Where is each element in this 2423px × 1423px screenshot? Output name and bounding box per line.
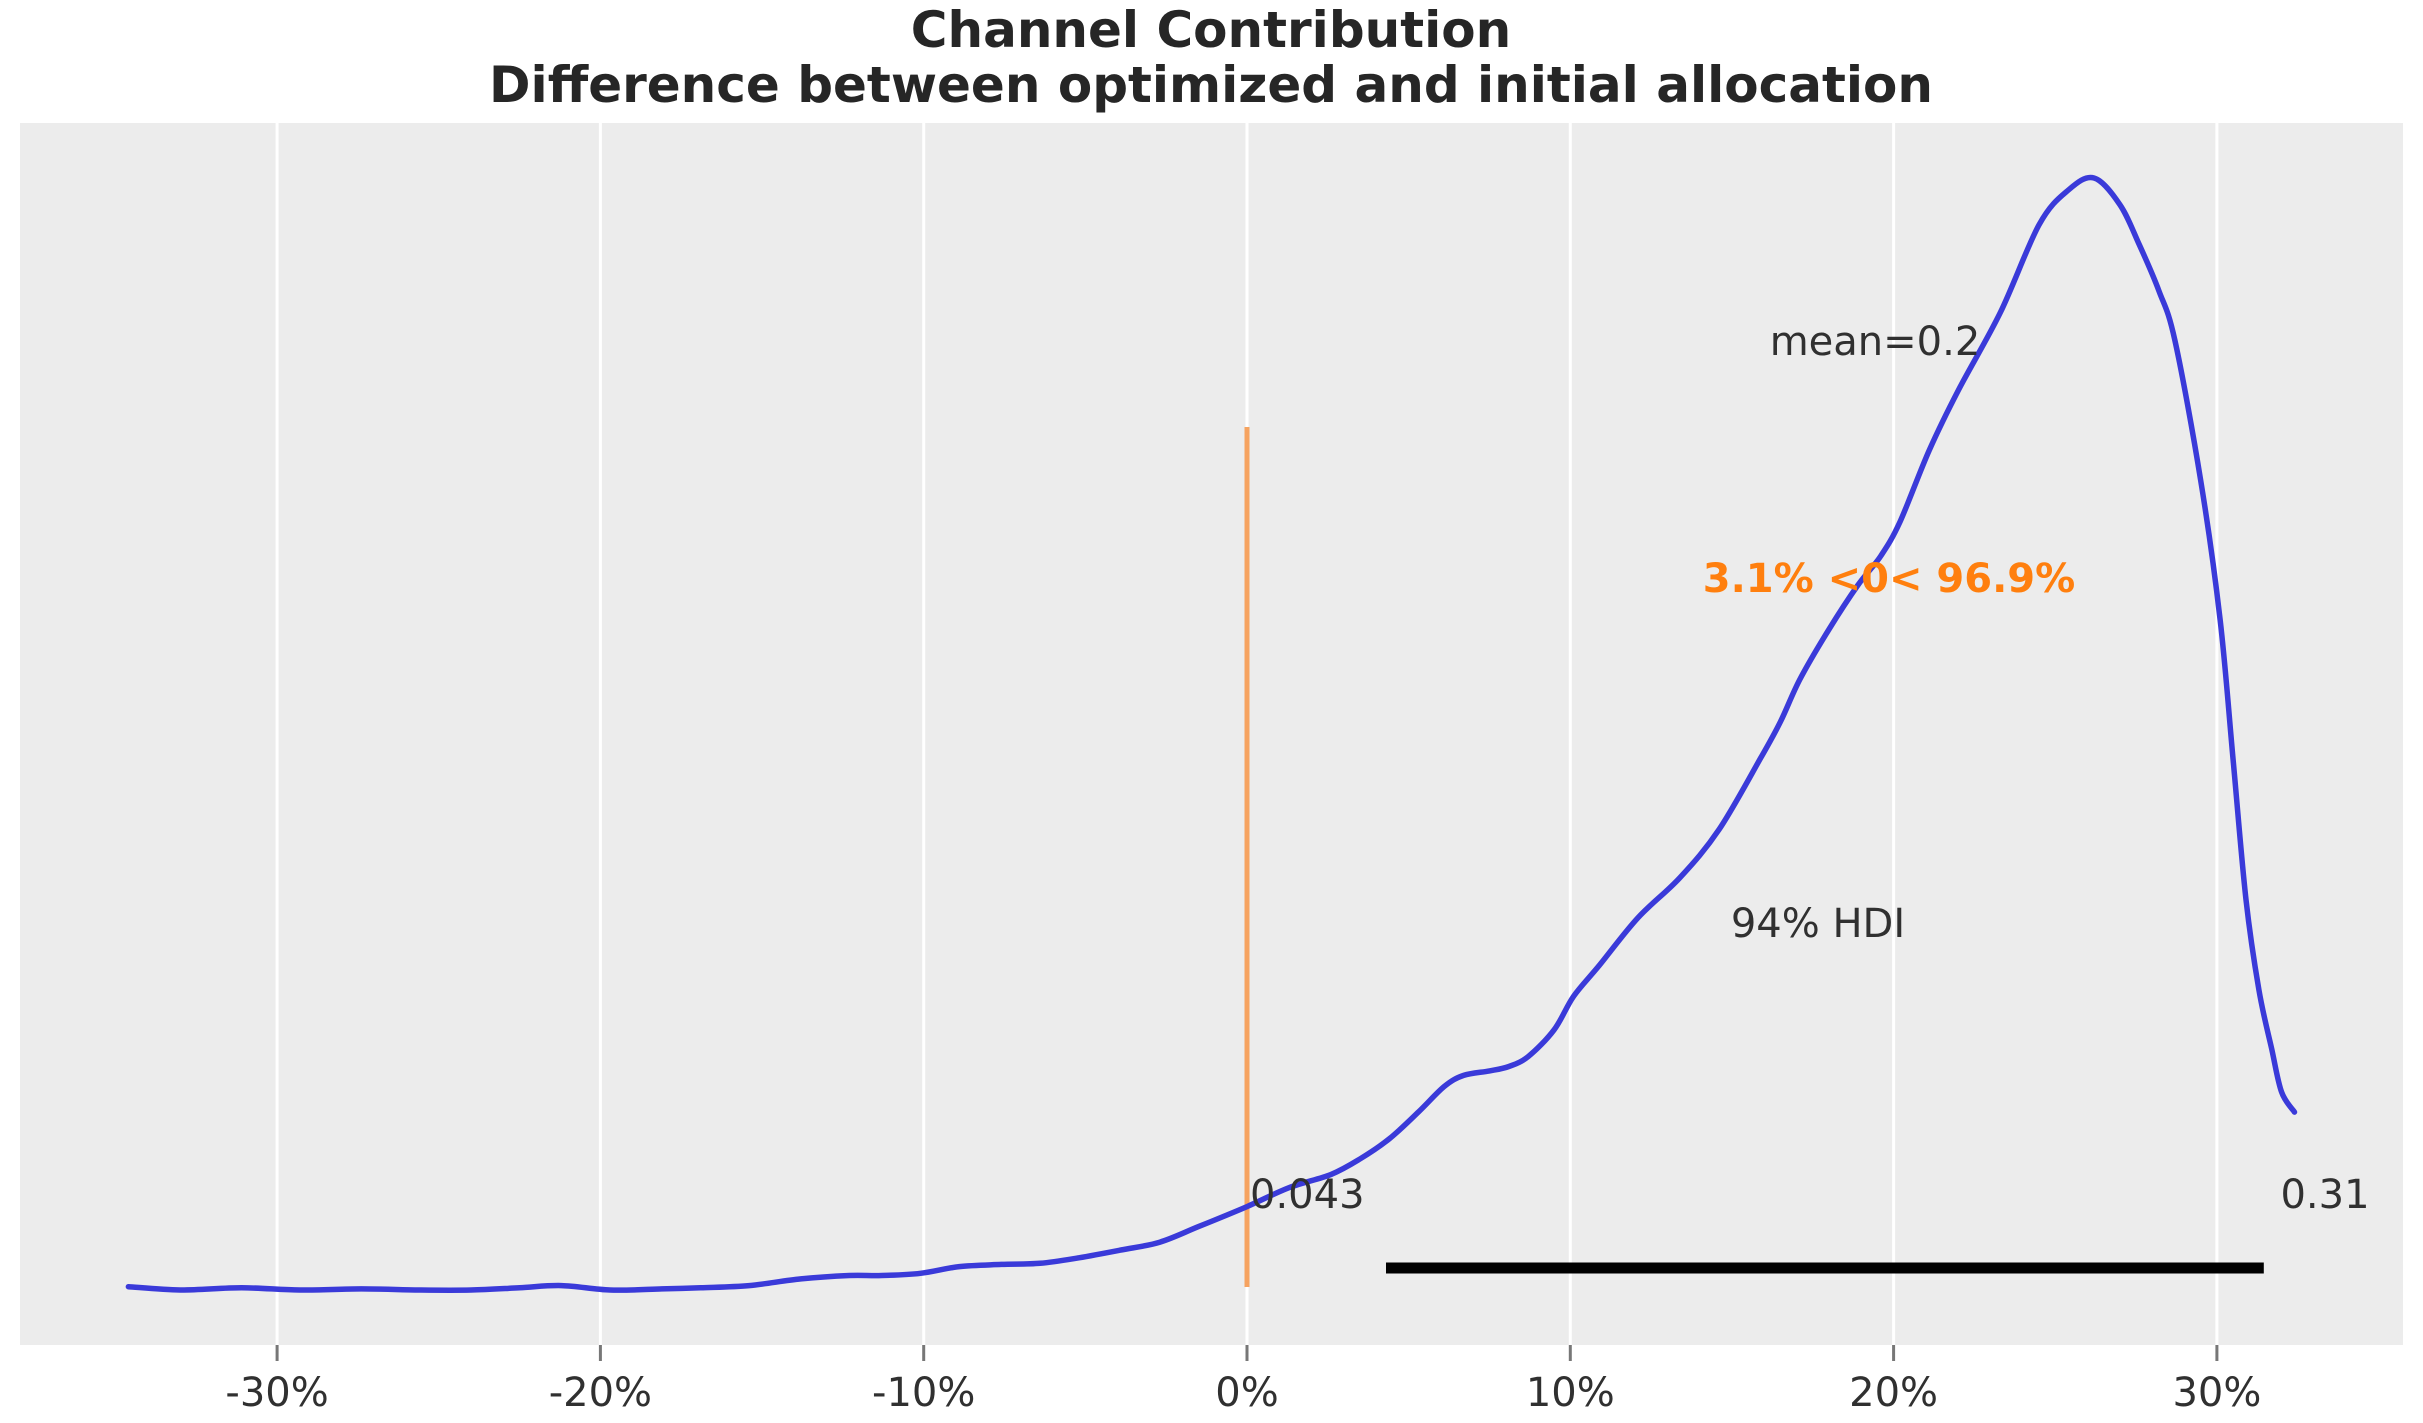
chart-subtitle: Difference between optimized and initial… [489,56,1933,114]
rope-probability-annotation: 3.1% <0< 96.9% [1703,556,2075,602]
mean-annotation: mean=0.2 [1770,319,1981,365]
kde-density-curve [125,174,2298,1293]
tick-label-20: 20% [1849,1370,1938,1416]
hdi-level-annotation: 94% HDI [1731,901,1905,947]
tick-label--20: -20% [549,1370,652,1416]
tick-label--10: -10% [872,1370,975,1416]
gridlines [275,123,2219,1345]
chart-title: Channel Contribution [911,1,1511,59]
plot-background [20,123,2403,1345]
tick-label-10: 10% [1526,1370,1615,1416]
tick-label-0: 0% [1215,1370,1278,1416]
hdi-lower-value: 0.043 [1250,1172,1365,1218]
x-axis-tick-marks [275,1345,2219,1361]
tick-label-30: 30% [2172,1370,2261,1416]
hdi-upper-value: 0.31 [2280,1172,2369,1218]
x-axis-tick-labels: -30% -20% -10% 0% 10% 20% 30% [225,1370,2261,1416]
tick-label--30: -30% [225,1370,328,1416]
